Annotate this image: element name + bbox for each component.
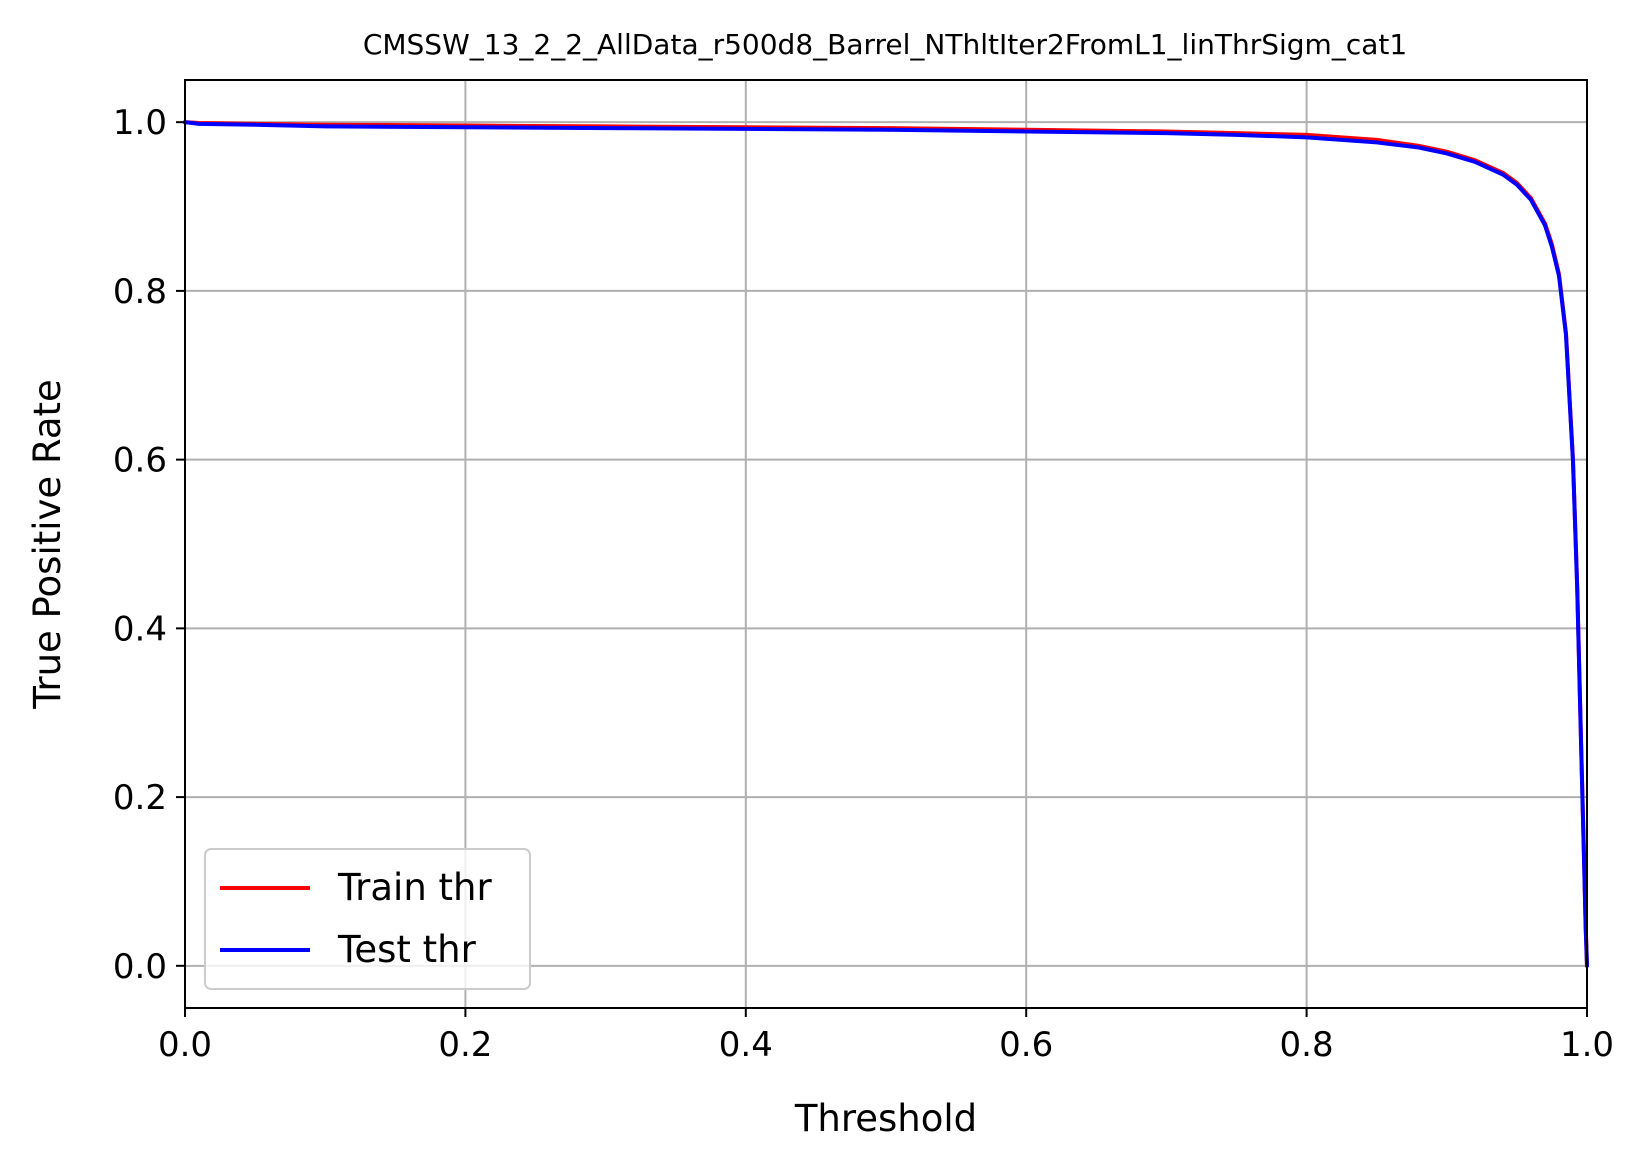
y-tick-label: 0.8 [113,272,167,312]
legend-box [204,848,531,990]
y-tick-label: 1.0 [113,103,167,143]
plot-frame [184,79,1588,1009]
y-axis-label: True Positive Rate [26,379,69,710]
y-tick-label: 0.4 [113,609,167,649]
x-tick-label: 0.0 [158,1025,212,1065]
legend-label-train: Train thr [337,866,492,909]
x-tick-label: 0.4 [719,1025,773,1065]
series-lines [183,120,1589,968]
x-axis-label: Threshold [794,1097,977,1140]
legend-label-test: Test thr [337,928,477,971]
x-tick-label: 0.2 [438,1025,492,1065]
x-tick-label: 1.0 [1560,1025,1614,1065]
chart-title: CMSSW_13_2_2_AllData_r500d8_Barrel_NThlt… [363,28,1407,61]
x-tick-label: 0.6 [999,1025,1053,1065]
axis-ticks: 0.0 0.2 0.4 0.6 0.8 1.0 0.0 0.2 0.4 0.6 0.8 1.0 [113,103,1614,1065]
x-tick-label: 0.8 [1280,1025,1334,1065]
legend: Train thr Test thr [204,848,531,990]
y-tick-label: 0.2 [113,778,167,818]
grid-lines [184,80,1588,1008]
series-line-test [183,120,1589,968]
y-tick-label: 0.0 [113,947,167,987]
y-tick-label: 0.6 [113,441,167,481]
